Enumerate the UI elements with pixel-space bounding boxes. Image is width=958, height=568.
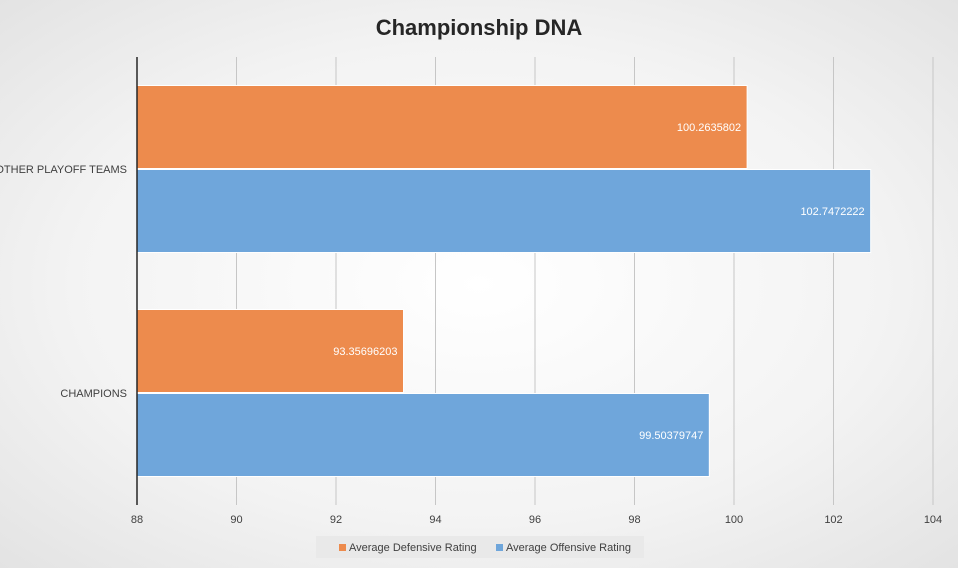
x-tick-label: 100: [725, 514, 743, 526]
legend-box: [316, 536, 644, 558]
x-tick-labels: 88 90 92 94 96 98 100 102 104: [131, 514, 942, 526]
x-tick-label: 102: [824, 514, 842, 526]
bars: 100.2635802 102.7472222 93.35696203 99.5037…: [136, 85, 872, 477]
x-tick-label: 104: [924, 514, 942, 526]
x-tick-label: 94: [429, 514, 441, 526]
legend-label: Average Defensive Rating: [349, 542, 477, 554]
data-label: 102.7472222: [800, 206, 864, 218]
data-label: 99.50379747: [639, 430, 703, 442]
chart-title: Championship DNA: [376, 15, 583, 40]
data-label: 100.2635802: [677, 122, 741, 134]
x-tick-label: 88: [131, 514, 143, 526]
legend: Average Defensive Rating Average Offensiv…: [316, 536, 644, 558]
category-label: CHAMPIONS: [60, 388, 127, 400]
legend-label: Average Offensive Rating: [506, 542, 631, 554]
x-tick-label: 92: [330, 514, 342, 526]
legend-swatch: [339, 544, 346, 551]
bar: [136, 85, 748, 169]
bar: [136, 393, 710, 477]
x-tick-label: 96: [529, 514, 541, 526]
x-tick-label: 98: [628, 514, 640, 526]
x-tick-label: 90: [230, 514, 242, 526]
data-label: 93.35696203: [333, 346, 397, 358]
category-labels: OTHER PLAYOFF TEAMS CHAMPIONS: [0, 164, 127, 400]
category-label: OTHER PLAYOFF TEAMS: [0, 164, 127, 176]
bar: [136, 169, 872, 253]
legend-swatch: [496, 544, 503, 551]
